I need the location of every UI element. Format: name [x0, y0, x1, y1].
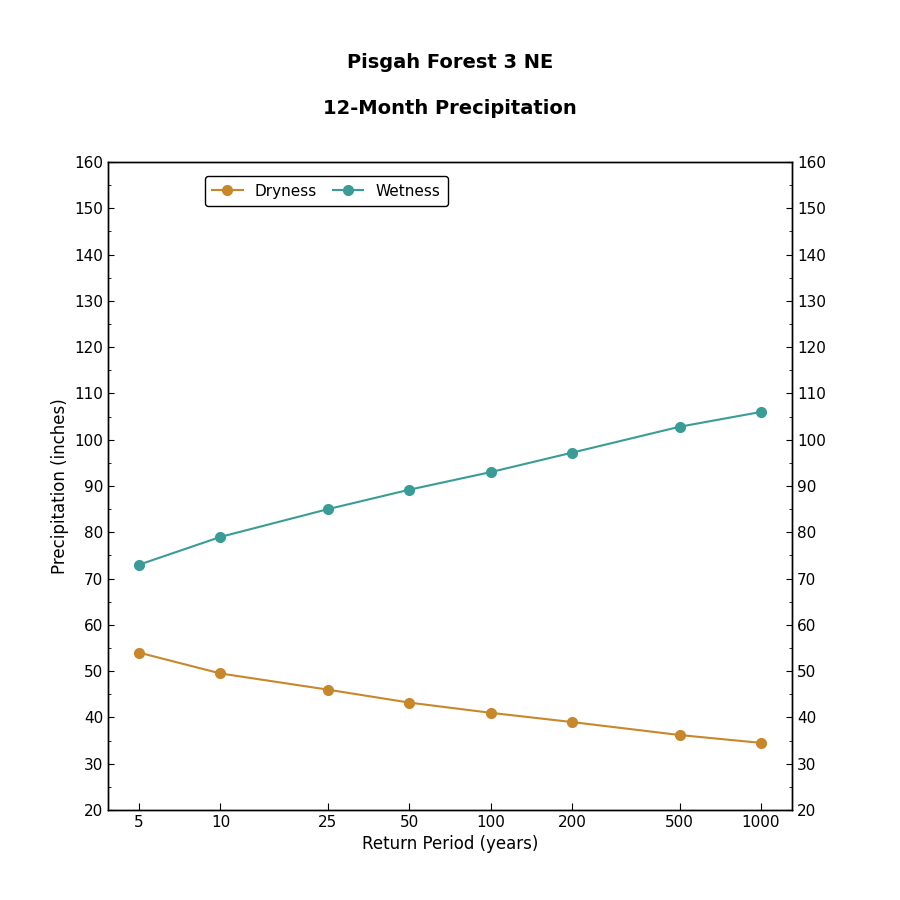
Dryness — [674, 730, 685, 741]
Line: Dryness: Dryness — [134, 648, 766, 748]
Legend: Dryness, Wetness: Dryness, Wetness — [204, 176, 448, 206]
Dryness — [134, 647, 145, 658]
Dryness — [215, 668, 226, 679]
Wetness — [134, 559, 145, 570]
Text: Pisgah Forest 3 NE: Pisgah Forest 3 NE — [346, 53, 554, 73]
Y-axis label: Precipitation (inches): Precipitation (inches) — [50, 398, 68, 574]
Wetness — [322, 504, 333, 515]
Dryness — [322, 684, 333, 695]
Dryness — [567, 716, 578, 727]
Wetness — [755, 407, 766, 418]
Text: 12-Month Precipitation: 12-Month Precipitation — [323, 98, 577, 118]
Wetness — [674, 421, 685, 432]
Dryness — [485, 707, 496, 718]
Wetness — [404, 484, 415, 495]
Dryness — [755, 737, 766, 748]
Wetness — [567, 447, 578, 458]
X-axis label: Return Period (years): Return Period (years) — [362, 835, 538, 853]
Wetness — [215, 532, 226, 543]
Wetness — [485, 467, 496, 478]
Line: Wetness: Wetness — [134, 407, 766, 570]
Dryness — [404, 698, 415, 708]
